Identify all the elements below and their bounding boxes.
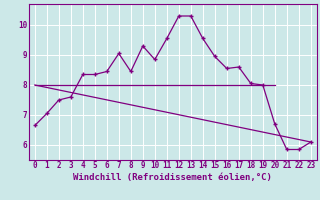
X-axis label: Windchill (Refroidissement éolien,°C): Windchill (Refroidissement éolien,°C): [73, 173, 272, 182]
